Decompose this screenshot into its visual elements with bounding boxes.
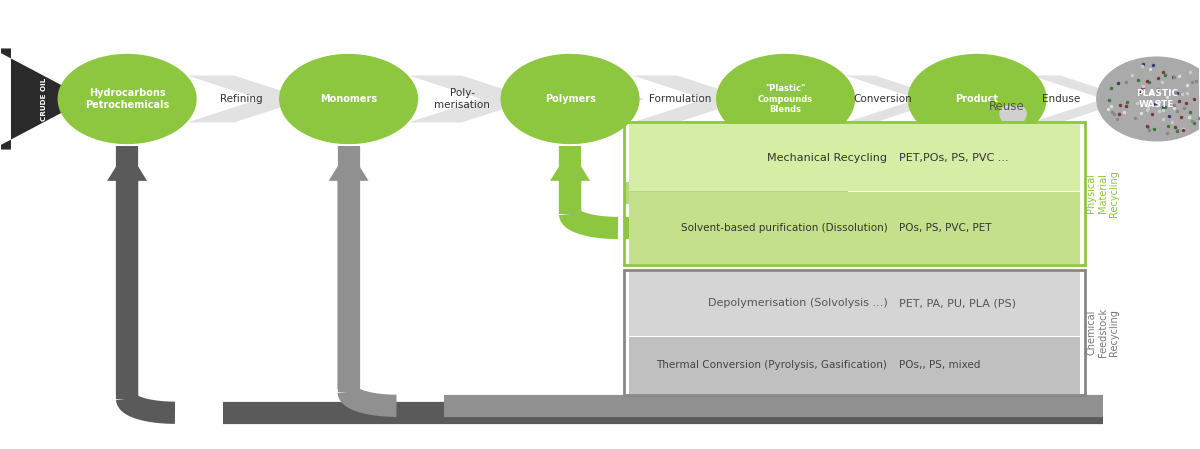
- Text: Reuse: Reuse: [989, 100, 1025, 113]
- Polygon shape: [738, 75, 858, 123]
- Text: Depolymerisation (Solvolysis ...): Depolymerisation (Solvolysis ...): [708, 298, 887, 308]
- Text: "Plastic"
Compounds
Blends: "Plastic" Compounds Blends: [758, 84, 814, 114]
- Text: PET, PA, PU, PLA (PS): PET, PA, PU, PLA (PS): [899, 298, 1016, 308]
- Text: Product: Product: [955, 94, 998, 104]
- Ellipse shape: [716, 54, 854, 143]
- Polygon shape: [0, 48, 88, 150]
- Text: PLASTIC
WASTE: PLASTIC WASTE: [1135, 89, 1177, 109]
- Polygon shape: [522, 75, 644, 123]
- Polygon shape: [1031, 75, 1133, 123]
- FancyBboxPatch shape: [629, 270, 1080, 336]
- Text: POs, PS, PVC, PET: POs, PS, PVC, PET: [899, 223, 992, 233]
- Polygon shape: [632, 75, 750, 123]
- Ellipse shape: [502, 54, 638, 143]
- Text: Thermal Conversion (Pyrolysis, Gasification): Thermal Conversion (Pyrolysis, Gasificat…: [656, 361, 887, 370]
- Ellipse shape: [1097, 57, 1200, 141]
- Text: Hydrocarbons
Petrochemicals: Hydrocarbons Petrochemicals: [85, 88, 169, 110]
- FancyBboxPatch shape: [629, 337, 1080, 394]
- Text: PET,POs, PS, PVC ...: PET,POs, PS, PVC ...: [899, 153, 1009, 163]
- Text: Solvent-based purification (Dissolution): Solvent-based purification (Dissolution): [680, 223, 887, 233]
- Text: Conversion: Conversion: [853, 94, 912, 104]
- Text: Enduse: Enduse: [1042, 94, 1080, 104]
- Text: Polymers: Polymers: [545, 94, 595, 104]
- Polygon shape: [295, 75, 420, 123]
- Text: CRUDE OIL: CRUDE OIL: [41, 77, 47, 121]
- Text: Formulation: Formulation: [649, 94, 712, 104]
- Polygon shape: [935, 75, 1043, 123]
- Ellipse shape: [280, 54, 418, 143]
- FancyBboxPatch shape: [629, 193, 1080, 264]
- FancyBboxPatch shape: [629, 124, 1080, 191]
- Text: POs,, PS, mixed: POs,, PS, mixed: [899, 361, 980, 370]
- Text: Mechanical Recycling: Mechanical Recycling: [767, 153, 887, 163]
- Polygon shape: [187, 75, 307, 123]
- Text: Poly-
merisation: Poly- merisation: [434, 88, 491, 110]
- Polygon shape: [846, 75, 947, 123]
- Polygon shape: [408, 75, 534, 123]
- Text: Refining: Refining: [220, 94, 262, 104]
- Polygon shape: [85, 75, 199, 123]
- Ellipse shape: [59, 54, 196, 143]
- Text: Physical
Material
Recycling: Physical Material Recycling: [1086, 170, 1120, 216]
- Text: Chemical
Feedstock
Recycling: Chemical Feedstock Recycling: [1086, 308, 1120, 357]
- Ellipse shape: [908, 54, 1046, 143]
- Text: Monomers: Monomers: [320, 94, 377, 104]
